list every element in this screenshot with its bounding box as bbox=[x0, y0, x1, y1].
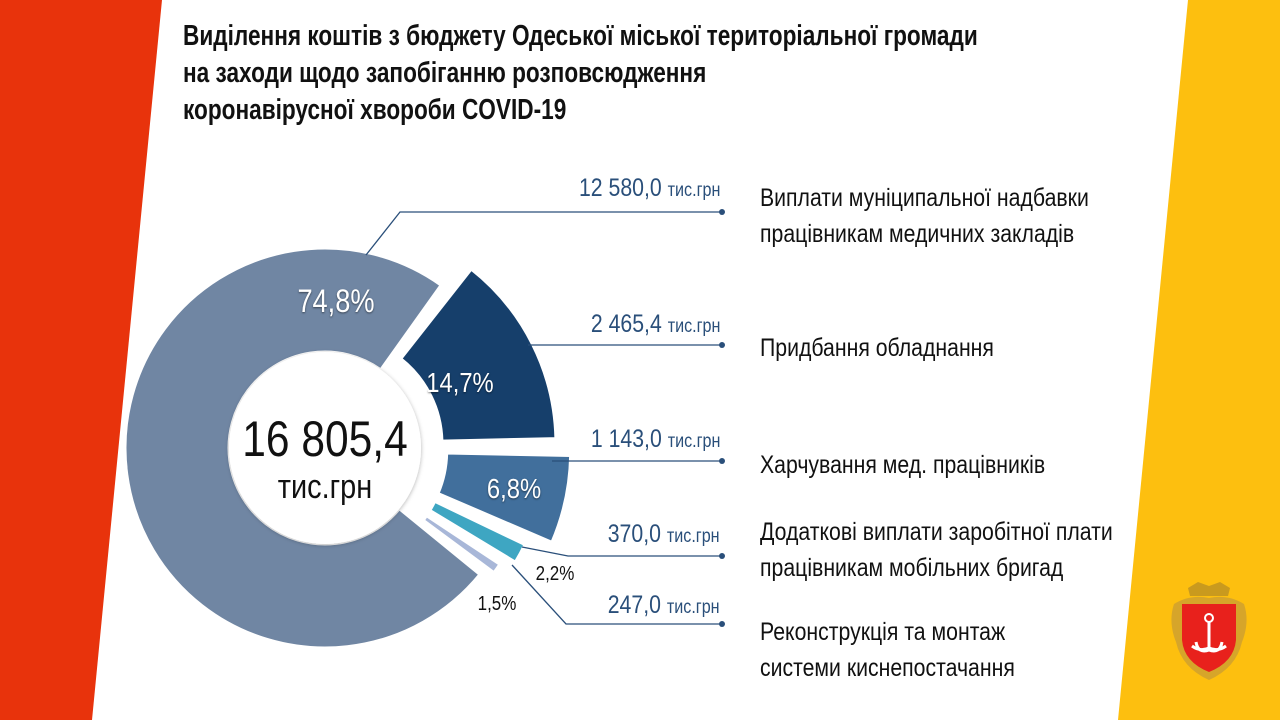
amount-value: 2 465,4 bbox=[590, 310, 662, 338]
amount-label: 247,0 тис.грн bbox=[608, 591, 720, 620]
category-line: Додаткові виплати заробітної плати bbox=[760, 518, 1113, 546]
amount-unit: тис.грн bbox=[667, 431, 720, 452]
category-label: Додаткові виплати заробітної плати праців… bbox=[760, 514, 1113, 586]
percent-label: 74,8% bbox=[297, 284, 374, 320]
category-label: Реконструкція та монтаж системи киснепост… bbox=[760, 614, 1015, 686]
category-line: Придбання обладнання bbox=[760, 334, 994, 362]
category-label: Придбання обладнання bbox=[760, 330, 994, 366]
red-stripe bbox=[0, 0, 162, 720]
category-line: системи киснепостачання bbox=[760, 654, 1015, 682]
title-line: Виділення коштів з бюджету Одеської місь… bbox=[183, 20, 978, 52]
donut-slice bbox=[427, 499, 527, 565]
category-line: працівникам медичних закладів bbox=[760, 220, 1075, 248]
leader-line bbox=[365, 211, 722, 256]
donut-slice bbox=[398, 266, 558, 443]
page-title: Виділення коштів з бюджету Одеської місь… bbox=[183, 18, 1202, 129]
category-line: Реконструкція та монтаж bbox=[760, 618, 1006, 646]
amount-unit: тис.грн bbox=[667, 180, 720, 201]
leader-dot bbox=[719, 458, 725, 464]
category-label: Виплати муніципальної надбавки працівника… bbox=[760, 180, 1089, 252]
category-line: Виплати муніципальної надбавки bbox=[760, 184, 1089, 212]
title-line: на заходи щодо запобіганню розповсюдженн… bbox=[183, 57, 707, 89]
category-label: Харчування мед. працівників bbox=[760, 447, 1045, 483]
amount-value: 1 143,0 bbox=[590, 425, 662, 453]
leader-dot bbox=[719, 553, 725, 559]
percent-label: 2,2% bbox=[536, 562, 575, 585]
category-line: працівникам мобільних бригад bbox=[760, 554, 1064, 582]
leader-line bbox=[521, 546, 722, 557]
amount-value: 370,0 bbox=[608, 520, 662, 548]
donut-slice bbox=[421, 513, 502, 575]
amount-value: 247,0 bbox=[608, 591, 662, 619]
amount-unit: тис.грн bbox=[667, 316, 720, 337]
yellow-stripe bbox=[1118, 0, 1280, 720]
leader-dot bbox=[719, 342, 725, 348]
total-amount: 16 805,4 bbox=[242, 411, 408, 467]
amount-unit: тис.грн bbox=[667, 597, 720, 618]
percent-label: 6,8% bbox=[487, 472, 541, 504]
odesa-coat-of-arms-icon bbox=[1171, 582, 1247, 680]
category-line: Харчування мед. працівників bbox=[760, 451, 1046, 479]
donut-center bbox=[229, 352, 421, 544]
leader-line bbox=[511, 564, 722, 625]
amount-label: 2 465,4 тис.грн bbox=[590, 310, 720, 339]
leader-dot bbox=[719, 621, 725, 627]
leader-dot bbox=[719, 209, 725, 215]
amount-value: 12 580,0 bbox=[578, 174, 662, 202]
amount-label: 1 143,0 тис.грн bbox=[590, 425, 720, 454]
percent-label: 1,5% bbox=[478, 592, 517, 615]
title-line: коронавірусної хвороби COVID-19 bbox=[183, 94, 567, 126]
percent-label: 14,7% bbox=[426, 366, 493, 398]
amount-label: 370,0 тис.грн bbox=[608, 520, 720, 549]
amount-label: 12 580,0 тис.грн bbox=[579, 174, 720, 203]
amount-unit: тис.грн bbox=[667, 526, 720, 547]
total-unit: тис.грн bbox=[277, 468, 373, 506]
donut-slice bbox=[435, 451, 573, 545]
